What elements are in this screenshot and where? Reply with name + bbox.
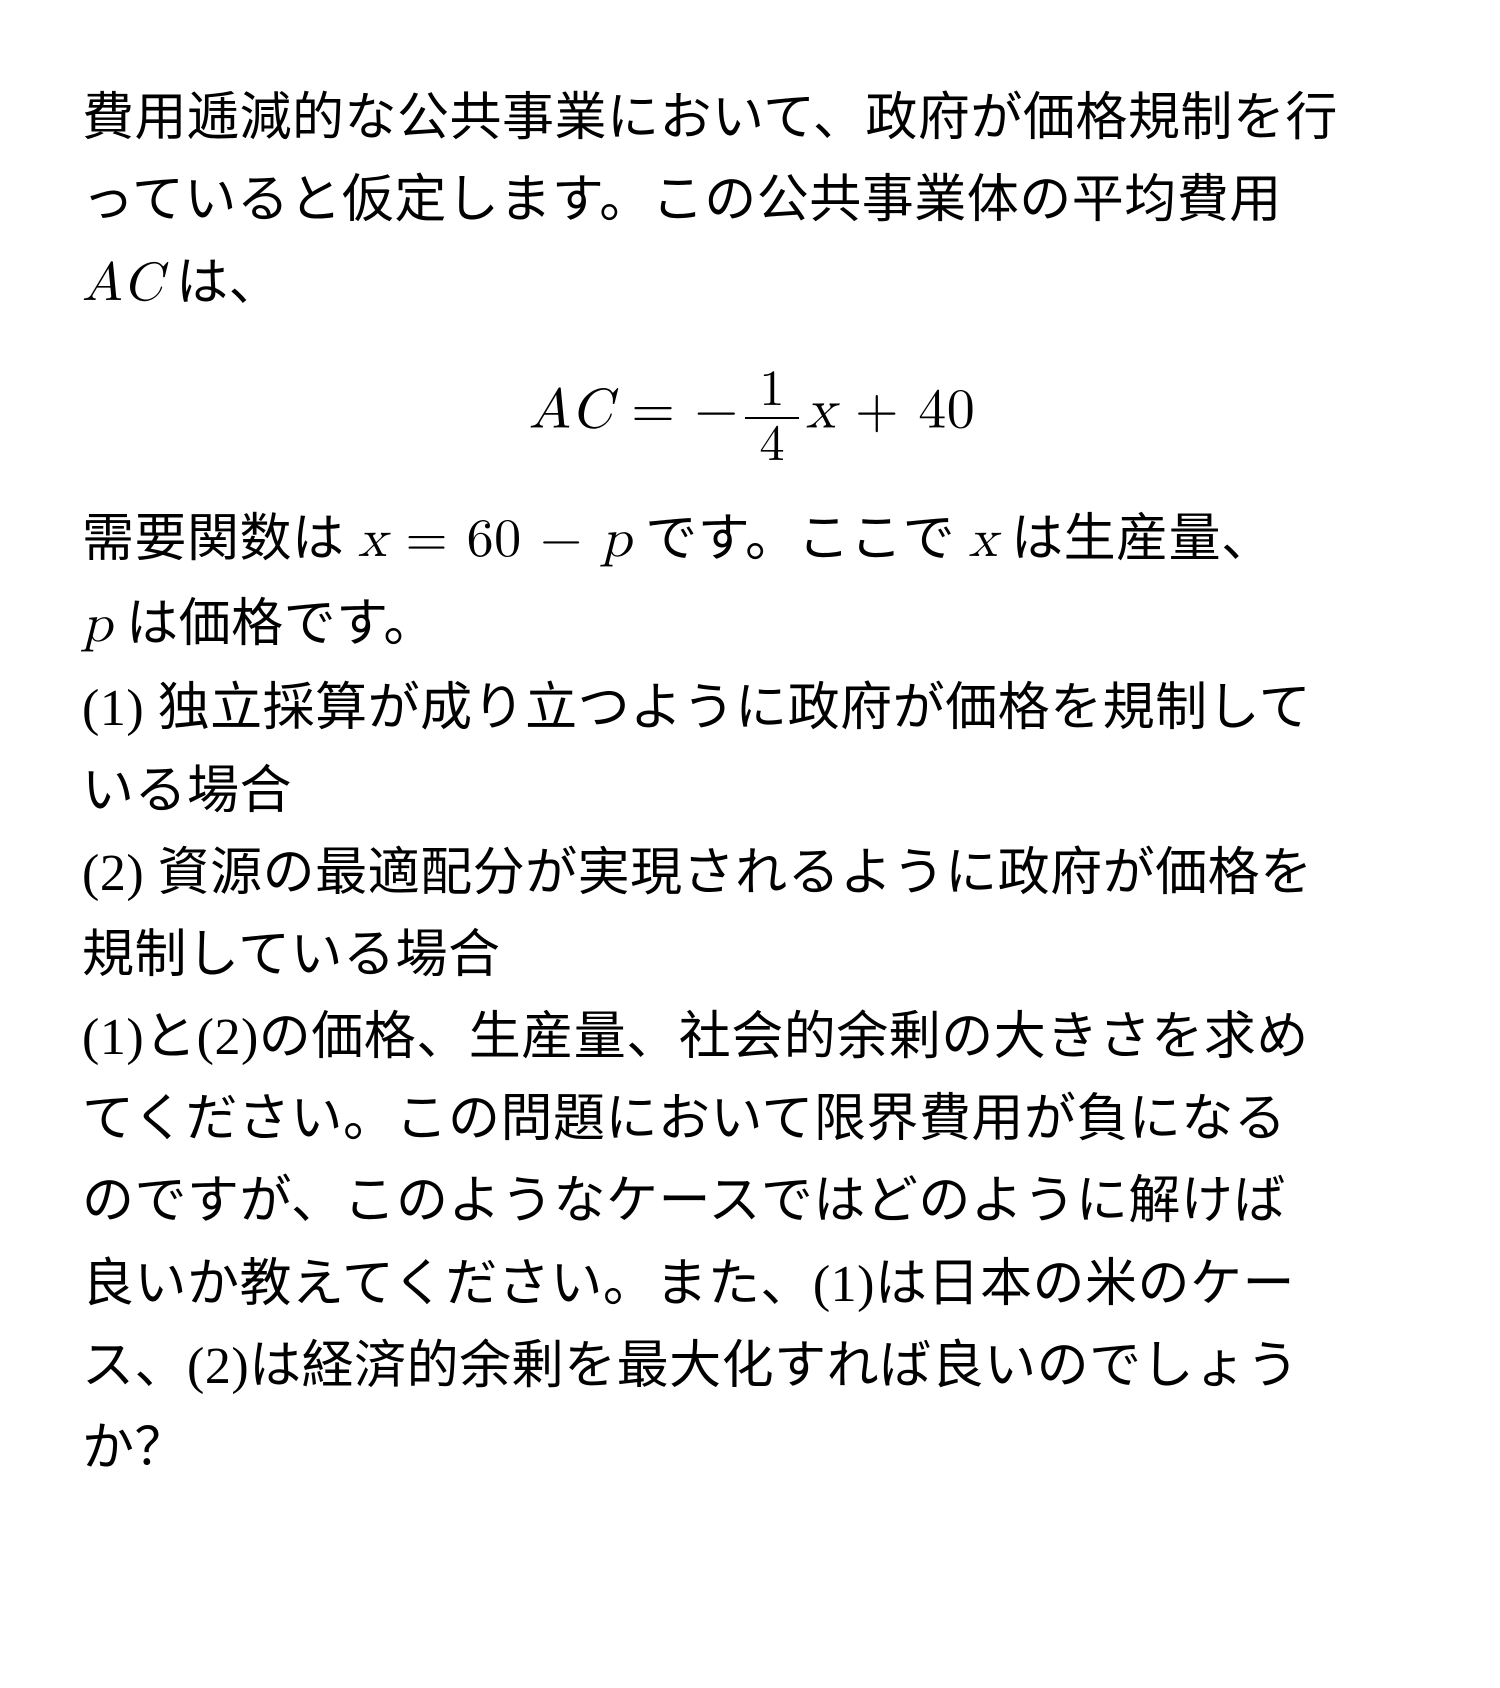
text-line: っていると仮定します。この公共事業体の平均費用 — [82, 172, 1282, 229]
text-line: (2) 資源の最適配分が実現されるように政府が価格を — [82, 845, 1313, 902]
eq-minus: − — [694, 382, 738, 438]
question-2: (2) 資源の最適配分が実現されるように政府が価格を 規制している場合 — [82, 833, 1422, 997]
eq-lhs: AC — [529, 382, 612, 438]
eq-eq: = — [612, 382, 694, 438]
text-inline: は生産量、 — [998, 511, 1274, 568]
text-line: か？ — [82, 1420, 187, 1477]
eq-x: x — [806, 382, 836, 438]
equation-ac: AC = −14x + 40 — [82, 364, 1422, 472]
math-p: p — [601, 513, 632, 567]
text-line: いる場合 — [82, 763, 292, 820]
text-line: ス、(2)は経済的余剰を最大化すれば良いのでしょう — [82, 1338, 1299, 1395]
text-line: 良いか教えてください。また、(1)は日本の米のケー — [82, 1256, 1295, 1313]
text-line: のですが、このようなケースではどのように解けば — [82, 1173, 1286, 1230]
eq-frac-den: 4 — [745, 419, 799, 472]
eq-plus: + — [836, 382, 918, 438]
text-inline: は価格です。 — [113, 596, 436, 653]
text-line: てください。この問題において限界費用が負になる — [82, 1091, 1286, 1148]
math-inline-ac: AC — [82, 257, 163, 311]
math-inline-demand: x = 60 − p — [358, 513, 632, 567]
math-minus: − — [540, 513, 583, 567]
paragraph-tail: (1)と(2)の価格、生産量、社会的余剰の大きさを求め てください。この問題にお… — [82, 997, 1422, 1490]
text-line: 費用逓減的な公共事業において、政府が価格規制を行 — [82, 90, 1338, 147]
text-line: (1) 独立採算が成り立つように政府が価格を規制して — [82, 680, 1311, 737]
math-x: x — [358, 513, 387, 567]
text-inline: は、 — [163, 255, 282, 312]
text-inline: です。ここで — [632, 511, 969, 568]
paragraph-demand: 需要関数は x = 60 − p です。ここで x は生産量、 p は価格です。 — [82, 498, 1422, 669]
eq-frac: 14 — [745, 364, 799, 472]
text-inline: 需要関数は — [82, 511, 358, 568]
math-inline-x: x — [969, 513, 998, 567]
question-1: (1) 独立採算が成り立つように政府が価格を規制して いる場合 — [82, 668, 1422, 832]
math-60: 60 — [467, 513, 522, 567]
math-inline-p: p — [82, 598, 113, 652]
math-eq: = — [406, 513, 449, 567]
text-line: (1)と(2)の価格、生産量、社会的余剰の大きさを求め — [82, 1009, 1309, 1066]
paragraph-intro: 費用逓減的な公共事業において、政府が価格規制を行 っていると仮定します。この公共… — [82, 78, 1422, 328]
text-line: 規制している場合 — [82, 927, 500, 984]
eq-const: 40 — [918, 382, 975, 438]
document-page: 費用逓減的な公共事業において、政府が価格規制を行 っていると仮定します。この公共… — [0, 0, 1500, 1568]
eq-frac-num: 1 — [745, 364, 799, 419]
